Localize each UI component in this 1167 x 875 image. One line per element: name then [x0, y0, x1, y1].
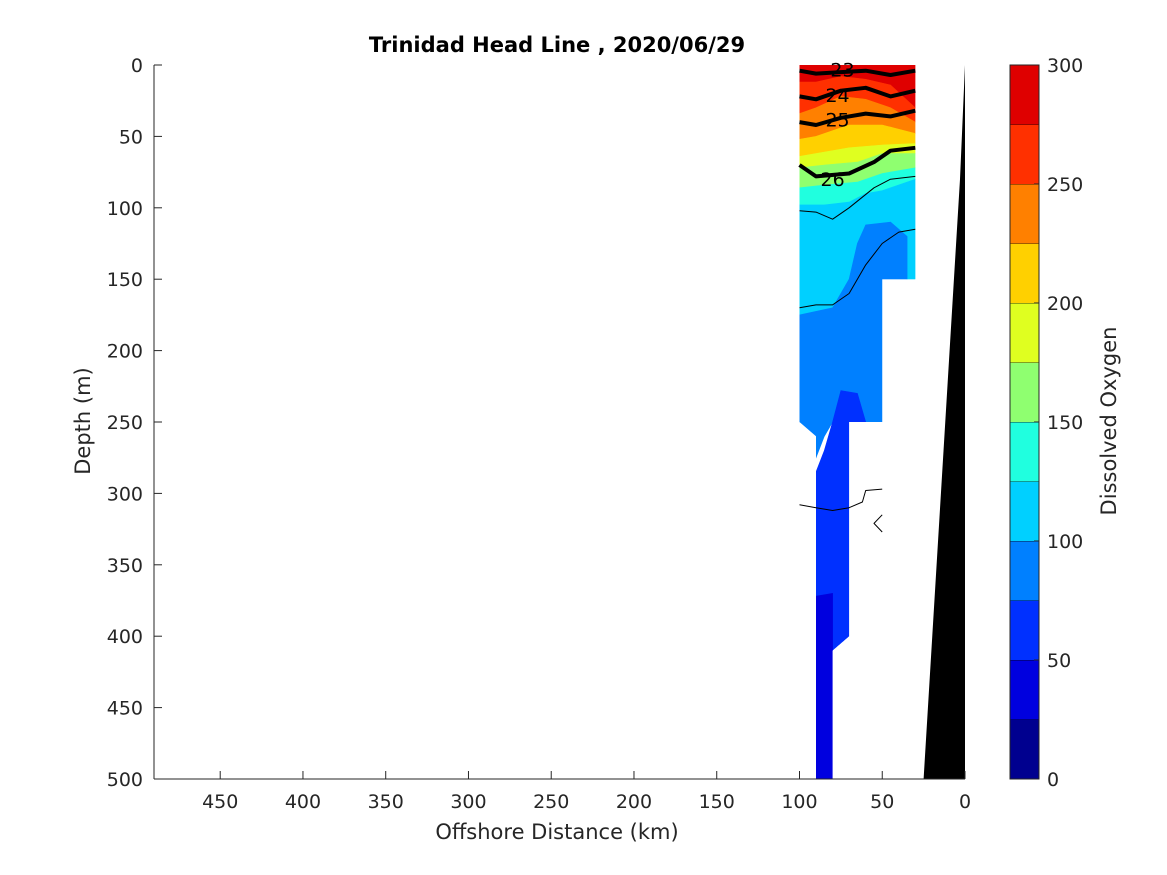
x-axis-ticks: 450 400 350 300 250 200 150 100 50 0 — [202, 771, 971, 813]
colorbar-ticks: 0 50 100 150 200 250 300 — [1034, 55, 1083, 791]
x-tick-label-300: 300 — [450, 791, 486, 813]
y-tick-label-0: 0 — [131, 55, 143, 77]
colorbar-label: Dissolved Oxygen — [1097, 327, 1121, 516]
oxygen-fill-region-10 — [815, 593, 833, 779]
y-tick-label-500: 500 — [107, 769, 143, 791]
x-tick-label-100: 100 — [781, 791, 817, 813]
bathymetry-layer — [923, 65, 965, 779]
chart-title: Trinidad Head Line , 2020/06/29 — [369, 33, 745, 57]
colorbar-tick-label-250: 250 — [1047, 174, 1083, 196]
density-contour-26 — [798, 145, 916, 179]
colorbar-tick-label-300: 300 — [1047, 55, 1083, 77]
colorbar — [1009, 64, 1040, 780]
colorbar-tick-label-150: 150 — [1047, 412, 1083, 434]
contour-label-23: 23 — [830, 59, 854, 81]
y-tick-label-200: 200 — [107, 341, 143, 363]
colorbar-band-2 — [1010, 600, 1039, 660]
density-contour-lines — [798, 68, 916, 533]
colorbar-tick-label-0: 0 — [1047, 769, 1059, 791]
density-contour-thin-6 — [799, 488, 883, 511]
colorbar-band-0 — [1010, 719, 1039, 779]
x-tick-label-250: 250 — [533, 791, 569, 813]
x-tick-label-200: 200 — [616, 791, 652, 813]
x-tick-label-400: 400 — [285, 791, 321, 813]
y-axis-ticks: 0 50 100 150 200 250 300 350 400 450 500 — [107, 55, 162, 791]
oxygen-filled-contours — [799, 65, 916, 779]
y-tick-label-350: 350 — [107, 555, 143, 577]
contour-label-26: 26 — [820, 169, 844, 191]
x-tick-label-350: 350 — [368, 791, 404, 813]
y-tick-label-450: 450 — [107, 698, 143, 720]
x-tick-label-150: 150 — [699, 791, 735, 813]
x-tick-label-450: 450 — [202, 791, 238, 813]
contour-label-25: 25 — [825, 109, 849, 131]
colorbar-band-4 — [1010, 481, 1039, 541]
colorbar-band-11 — [1010, 65, 1039, 125]
y-tick-label-250: 250 — [107, 412, 143, 434]
density-contour-thin-5 — [799, 228, 916, 309]
y-axis-label: Depth (m) — [71, 367, 95, 474]
colorbar-band-7 — [1010, 303, 1039, 363]
y-tick-label-400: 400 — [107, 626, 143, 648]
colorbar-tick-label-100: 100 — [1047, 531, 1083, 553]
density-contour-25 — [799, 108, 916, 127]
density-contour-thin-4 — [799, 175, 916, 220]
contour-label-24: 24 — [825, 85, 849, 107]
colorbar-band-10 — [1010, 124, 1039, 184]
y-tick-label-300: 300 — [107, 483, 143, 505]
oxygen-fill-region-8 — [799, 221, 908, 459]
density-contour-thin-7 — [873, 514, 883, 533]
x-tick-label-0: 0 — [959, 791, 971, 813]
colorbar-band-8 — [1010, 243, 1039, 303]
colorbar-tick-label-50: 50 — [1047, 650, 1071, 672]
colorbar-band-3 — [1010, 541, 1039, 601]
colorbar-band-6 — [1010, 362, 1039, 422]
bathymetry-shape — [923, 65, 965, 779]
y-tick-label-50: 50 — [119, 126, 143, 148]
colorbar-band-1 — [1010, 660, 1039, 720]
density-contour-23 — [799, 68, 916, 77]
y-tick-label-150: 150 — [107, 269, 143, 291]
colorbar-band-9 — [1010, 184, 1039, 244]
x-tick-label-50: 50 — [870, 791, 894, 813]
colorbar-tick-label-200: 200 — [1047, 293, 1083, 315]
colorbar-band-5 — [1010, 422, 1039, 482]
density-contour-24 — [799, 85, 916, 102]
y-tick-label-100: 100 — [107, 198, 143, 220]
x-axis-label: Offshore Distance (km) — [435, 820, 678, 844]
